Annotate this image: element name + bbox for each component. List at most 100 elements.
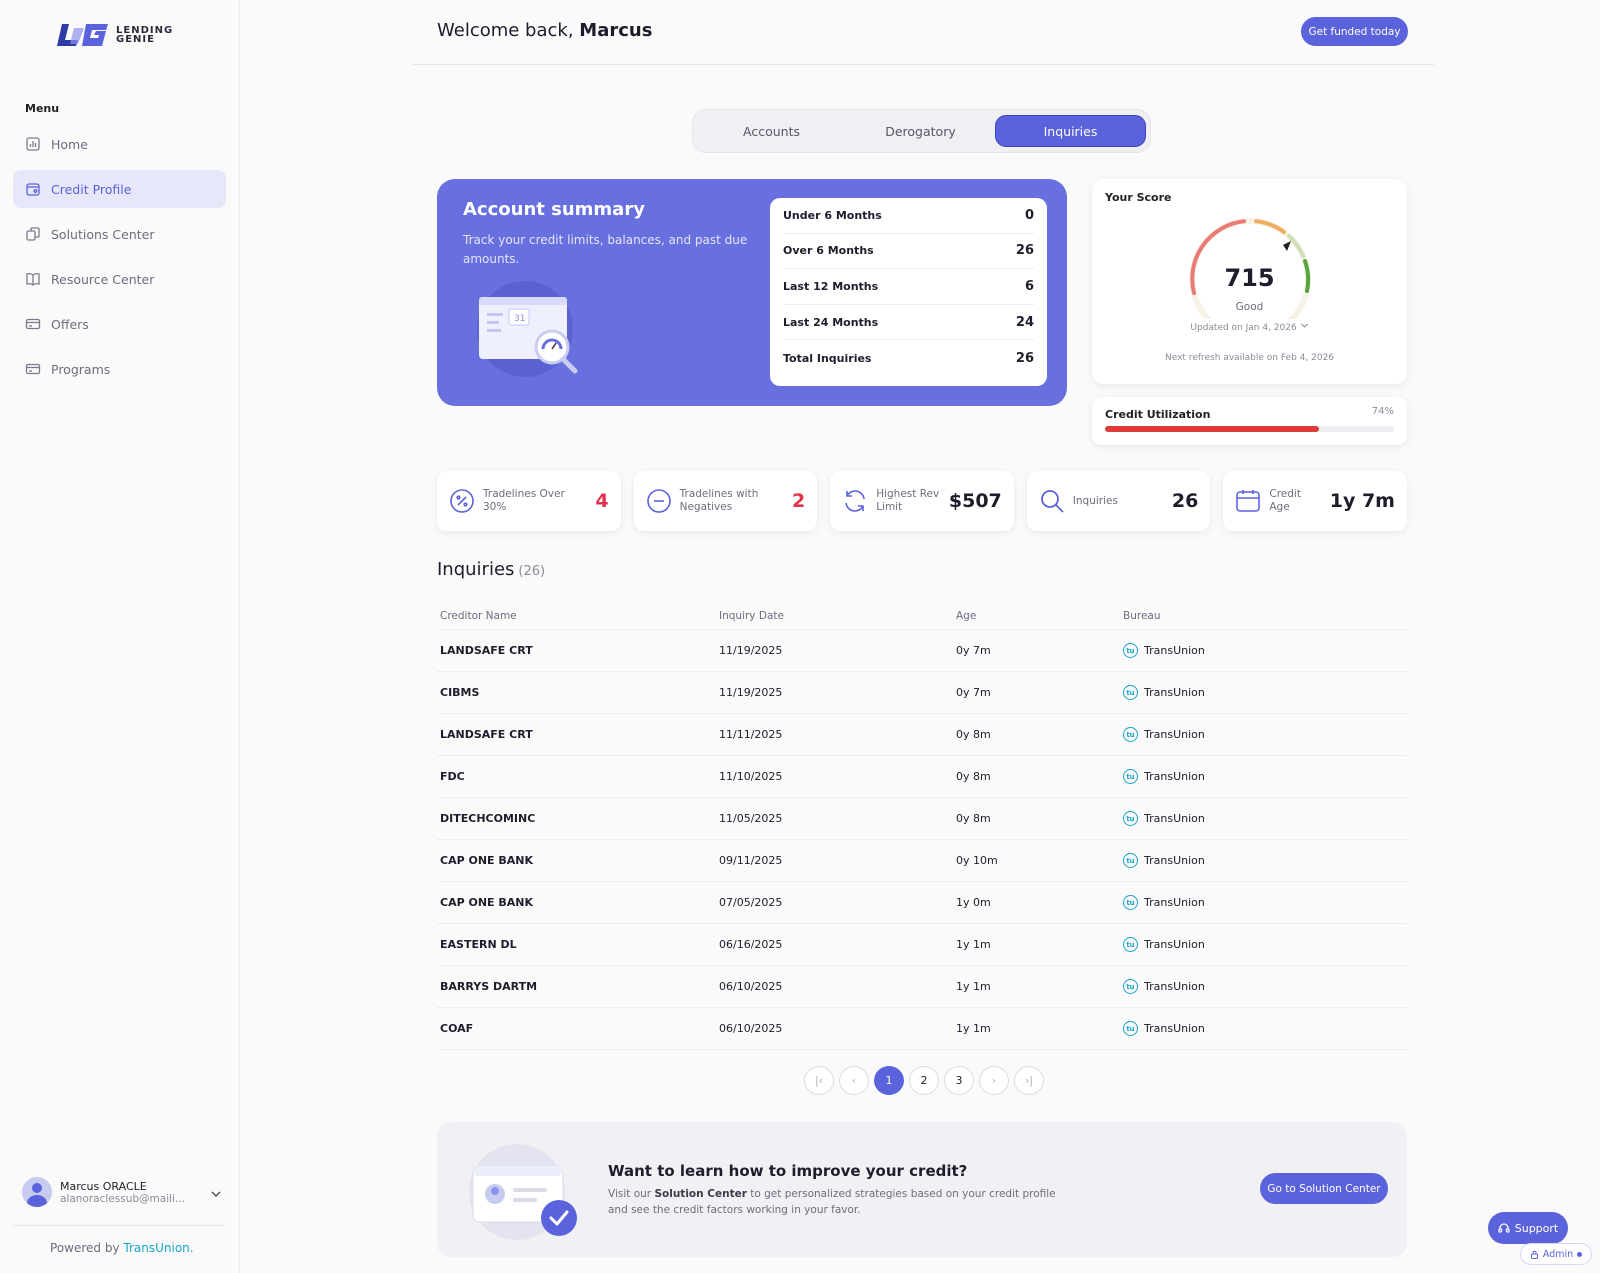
- table-row[interactable]: CAP ONE BANK 07/05/2025 1y 0m tu TransUnion: [437, 882, 1407, 924]
- sidebar-item-label: Resource Center: [51, 271, 155, 287]
- next-page-button[interactable]: ›: [979, 1066, 1009, 1095]
- creditor-name: DITECHCOMINC: [440, 812, 536, 825]
- inquiries-heading: Inquiries (26): [437, 559, 546, 580]
- transunion-icon: tu: [1123, 1021, 1138, 1036]
- get-funded-button[interactable]: Get funded today: [1301, 17, 1408, 46]
- sidebar-item-offers[interactable]: Offers: [13, 305, 226, 343]
- minus-circle-icon: [646, 488, 672, 514]
- metric-label: Highest Rev Limit: [876, 488, 940, 513]
- user-info: Marcus ORACLE alanoraclessub@maili...: [60, 1180, 185, 1205]
- score-refresh-note: Next refresh available on Feb 4, 2026: [1164, 353, 1335, 363]
- summary-title: Account summary: [463, 199, 645, 220]
- table-row[interactable]: FDC 11/10/2025 0y 8m tu TransUnion: [437, 756, 1407, 798]
- bureau-name: TransUnion: [1144, 854, 1205, 867]
- bureau-name: TransUnion: [1144, 1022, 1205, 1035]
- calendar-search-illustration: 31: [477, 281, 578, 377]
- bureau-name: TransUnion: [1144, 728, 1205, 741]
- table-body: LANDSAFE CRT 11/19/2025 0y 7m tu TransUnion C…: [437, 630, 1407, 1050]
- improve-credit-banner: Want to learn how to improve your credit…: [437, 1122, 1407, 1257]
- lock-icon: [1530, 1250, 1538, 1259]
- sidebar-item-resource-center[interactable]: Resource Center: [13, 260, 226, 298]
- inquiry-age: 0y 7m: [956, 686, 991, 699]
- headset-icon: [1498, 1223, 1510, 1233]
- score-updated-dropdown[interactable]: Updated on Jan 4, 2026: [1092, 321, 1407, 333]
- metric-value: 4: [595, 490, 609, 512]
- bureau-cell: tu TransUnion: [1123, 727, 1407, 742]
- prev-page-button[interactable]: ‹: [839, 1066, 869, 1095]
- brand-logo[interactable]: LENDING GENIE: [56, 22, 173, 48]
- column-header[interactable]: Bureau: [1123, 610, 1161, 622]
- transunion-icon: tu: [1123, 979, 1138, 994]
- metric-value: 1y 7m: [1329, 490, 1395, 512]
- search-icon: [1039, 488, 1065, 514]
- transunion-icon: tu: [1123, 853, 1138, 868]
- sidebar-item-home[interactable]: Home: [13, 125, 226, 163]
- card-icon: [25, 361, 41, 377]
- stat-row: Last 12 Months 6: [783, 269, 1034, 305]
- creditor-name: FDC: [440, 770, 465, 783]
- sidebar-item-label: Programs: [51, 361, 111, 377]
- inquiry-date: 11/19/2025: [719, 644, 783, 657]
- bureau-cell: tu TransUnion: [1123, 979, 1407, 994]
- go-to-solution-center-button[interactable]: Go to Solution Center: [1260, 1173, 1388, 1204]
- card-icon: [25, 316, 41, 332]
- inquiry-age: 0y 8m: [956, 728, 991, 741]
- tab-inquiries[interactable]: Inquiries: [995, 115, 1146, 147]
- last-page-button[interactable]: ›|: [1014, 1066, 1044, 1095]
- sidebar-item-credit-profile[interactable]: Credit Profile: [13, 170, 226, 208]
- table-row[interactable]: CIBMS 11/19/2025 0y 7m tu TransUnion: [437, 672, 1407, 714]
- page-button[interactable]: 2: [909, 1066, 939, 1095]
- chevron-down-icon: [1300, 323, 1308, 328]
- table-row[interactable]: LANDSAFE CRT 11/19/2025 0y 7m tu TransUnion: [437, 630, 1407, 672]
- transunion-link[interactable]: TransUnion: [123, 1241, 190, 1255]
- table-row[interactable]: DITECHCOMINC 11/05/2025 0y 8m tu TransUnion: [437, 798, 1407, 840]
- sidebar-item-label: Credit Profile: [51, 181, 132, 197]
- bureau-cell: tu TransUnion: [1123, 643, 1407, 658]
- table-row[interactable]: LANDSAFE CRT 11/11/2025 0y 8m tu TransUnion: [437, 714, 1407, 756]
- creditor-name: LANDSAFE CRT: [440, 728, 533, 741]
- bureau-name: TransUnion: [1144, 896, 1205, 909]
- score-label: Your Score: [1105, 191, 1172, 204]
- admin-badge[interactable]: Admin: [1520, 1243, 1592, 1265]
- support-button[interactable]: Support: [1488, 1212, 1568, 1244]
- table-header: Creditor Name Inquiry Date Age Bureau: [437, 603, 1407, 630]
- tab-accounts[interactable]: Accounts: [743, 123, 800, 139]
- creditor-name: COAF: [440, 1022, 474, 1035]
- bureau-cell: tu TransUnion: [1123, 937, 1407, 952]
- stat-row: Total Inquiries 26: [783, 350, 1034, 366]
- sidebar-item-programs[interactable]: Programs: [13, 350, 226, 388]
- page-button[interactable]: 3: [944, 1066, 974, 1095]
- inquiry-date: 06/10/2025: [719, 1022, 783, 1035]
- column-header[interactable]: Inquiry Date: [719, 610, 784, 622]
- menu-title: Menu: [25, 102, 60, 115]
- account-summary-card: Account summary Track your credit limits…: [437, 179, 1067, 406]
- sidebar-item-solutions-center[interactable]: Solutions Center: [13, 215, 226, 253]
- table-row[interactable]: CAP ONE BANK 09/11/2025 0y 10m tu TransUnion: [437, 840, 1407, 882]
- brand-name: LENDING GENIE: [116, 25, 174, 45]
- creditor-name: CAP ONE BANK: [440, 854, 534, 867]
- bureau-cell: tu TransUnion: [1123, 685, 1407, 700]
- metric-label: Tradelines Over 30%: [483, 488, 565, 513]
- page-button[interactable]: 1: [874, 1066, 904, 1095]
- table-row[interactable]: EASTERN DL 06/16/2025 1y 1m tu TransUnion: [437, 924, 1407, 966]
- bureau-cell: tu TransUnion: [1123, 811, 1407, 826]
- profile-check-illustration: [469, 1144, 577, 1240]
- user-menu[interactable]: Marcus ORACLE alanoraclessub@maili...: [22, 1175, 222, 1209]
- table-row[interactable]: COAF 06/10/2025 1y 1m tu TransUnion: [437, 1008, 1407, 1050]
- inquiry-date: 11/19/2025: [719, 686, 783, 699]
- bureau-name: TransUnion: [1144, 980, 1205, 993]
- table-row[interactable]: BARRYS DARTM 06/10/2025 1y 1m tu TransUnion: [437, 966, 1407, 1008]
- inquiry-date: 06/10/2025: [719, 980, 783, 993]
- transunion-icon: tu: [1123, 937, 1138, 952]
- tab-derogatory[interactable]: Derogatory: [885, 123, 956, 139]
- first-page-button[interactable]: |‹: [804, 1066, 834, 1095]
- chevron-down-icon[interactable]: [210, 1185, 222, 1204]
- score-gauge: [1189, 218, 1311, 319]
- inquiry-age: 1y 1m: [956, 938, 991, 951]
- metric-card-inquiries: Inquiries 26: [1026, 471, 1211, 531]
- inquiry-age: 1y 0m: [956, 896, 991, 909]
- sidebar-nav: Home Credit Profile Solutions Center Res…: [13, 125, 226, 395]
- column-header[interactable]: Creditor Name: [440, 610, 517, 622]
- score-value: 715: [1224, 264, 1275, 292]
- column-header[interactable]: Age: [956, 610, 977, 622]
